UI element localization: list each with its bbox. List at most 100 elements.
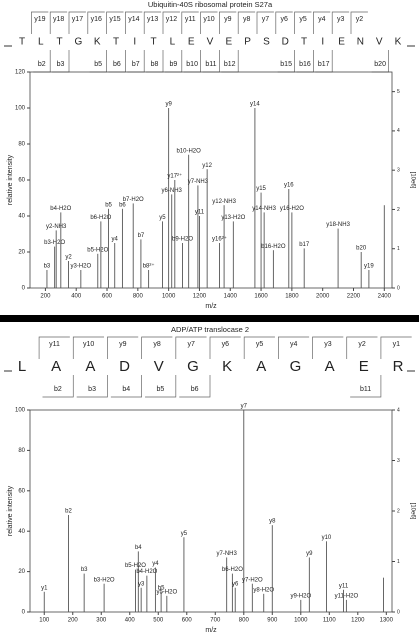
y-ion: y2: [358, 341, 366, 348]
peak-label: y16-H2O: [280, 206, 304, 212]
y-ion: y15: [109, 16, 120, 23]
y-ion: y10: [83, 341, 94, 348]
residue: D: [282, 37, 289, 48]
b-ion: b20: [374, 61, 386, 68]
y-tick-label: 0: [22, 286, 26, 292]
y-ion-bracket: [143, 11, 162, 34]
y-ion-bracket: [141, 336, 173, 359]
b-ion: b6: [113, 61, 121, 68]
peak-label: y4: [112, 237, 119, 243]
x-tick-label: 2200: [347, 294, 361, 300]
b-ion: b10: [186, 61, 198, 68]
x-axis-label: m/z: [205, 303, 217, 310]
residue: V: [207, 37, 214, 48]
peak-label: y8-H2O: [253, 587, 274, 593]
y-ion: y8: [153, 341, 161, 348]
x-tick-label: 2000: [316, 294, 330, 300]
peak-label: b6: [119, 202, 126, 208]
y-ion-bracket: [380, 336, 412, 359]
x-tick-label: 400: [71, 294, 82, 300]
peak-label: y12-NH3: [212, 199, 236, 205]
y-ion: y19: [34, 16, 45, 23]
b-ion-bracket: [76, 375, 108, 398]
y-ion-bracket: [209, 336, 241, 359]
b-ion: b11: [360, 386, 371, 393]
residue: A: [85, 358, 95, 375]
residue: K: [222, 358, 232, 375]
residue: T: [301, 37, 307, 48]
y-ion-bracket: [68, 11, 86, 34]
peak-label: y19: [364, 264, 374, 270]
residue: E: [359, 358, 369, 375]
peak-label: b10-H2O: [176, 148, 201, 154]
y-tick-label: 40: [18, 214, 25, 220]
peak-label: b4-H2O: [136, 569, 157, 575]
residue: E: [188, 37, 195, 48]
peak-label: b5-H2O: [87, 247, 108, 253]
y-tick-label: 120: [15, 70, 26, 76]
peak-label: b20: [356, 246, 367, 252]
y-ion: y3: [324, 341, 332, 348]
peak-label: y7: [241, 404, 248, 410]
peak-label: b7-H2O: [123, 197, 144, 203]
x-axis-label: m/z: [205, 627, 217, 634]
separator: [0, 315, 419, 322]
b-ion-bracket: [110, 375, 142, 398]
x-tick-label: 500: [153, 618, 164, 624]
peak-label: y9: [165, 102, 172, 108]
b-ion-bracket: [145, 375, 177, 398]
y2-tick-label: 4: [397, 407, 400, 413]
b-ion: b6: [191, 386, 199, 393]
y-ion-bracket: [219, 11, 237, 34]
residue: A: [256, 358, 266, 375]
residue: G: [187, 358, 199, 375]
y-ion-bracket: [200, 11, 218, 34]
peak-label: b5: [158, 585, 165, 591]
residue: V: [376, 37, 383, 48]
x-tick-label: 100: [39, 618, 50, 624]
y-ion: y2: [356, 16, 364, 23]
y-ion: y11: [49, 341, 60, 348]
y-ion-bracket: [175, 336, 207, 359]
y-ion-bracket: [294, 11, 312, 34]
x-tick-label: 300: [96, 618, 107, 624]
y2-tick-label: 4: [397, 128, 400, 134]
peak-label: y5: [159, 215, 166, 221]
peak-label: y16²⁺: [212, 236, 227, 243]
y2-tick-label: 0: [397, 609, 400, 615]
y-ion: y3: [337, 16, 345, 23]
peak-label: y2: [65, 255, 72, 261]
b-ion: b2: [54, 386, 62, 393]
peak-label: b3: [81, 567, 88, 573]
y-ion-bracket: [243, 336, 275, 359]
b-ion: b5: [94, 61, 102, 68]
y-ion: y5: [299, 16, 307, 23]
x-tick-label: 2400: [378, 294, 392, 300]
y-ion-bracket: [125, 11, 143, 34]
b-ion: b3: [57, 61, 65, 68]
x-tick-label: 1600: [254, 294, 268, 300]
peak-label: b6-H2O: [222, 567, 243, 573]
residue: T: [151, 37, 157, 48]
y-ion-bracket: [106, 11, 124, 34]
b-ion: b11: [205, 61, 216, 68]
y-ion-bracket: [107, 336, 139, 359]
b-ion-bracket: [42, 375, 74, 398]
residue: I: [133, 37, 136, 48]
peak-label: y10: [322, 535, 332, 541]
y-ion: y16: [91, 16, 102, 23]
peak-label: b8²⁺: [143, 263, 155, 270]
peak-label: y6-NH3: [162, 188, 183, 194]
peak-label: y14-NH3: [252, 206, 276, 212]
y-axis-label: relative intensity: [7, 485, 14, 536]
y-ion-bracket: [278, 336, 310, 359]
y-ion: y14: [128, 16, 139, 23]
b-ion: b15: [280, 61, 292, 68]
peak-label: y9: [306, 551, 313, 557]
y-tick-label: 40: [18, 529, 25, 535]
y-tick-label: 100: [15, 408, 26, 414]
chart-title: Ubiquitin-40S ribosomal protein S27a: [148, 0, 273, 9]
y-ion: y6: [222, 341, 230, 348]
y-tick-label: 0: [22, 610, 26, 616]
